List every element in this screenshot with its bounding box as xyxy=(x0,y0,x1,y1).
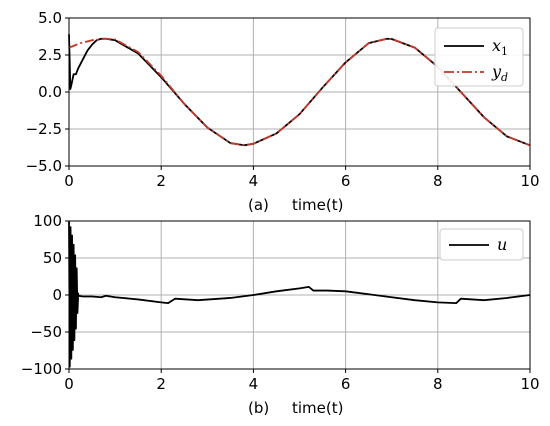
y-tick-label: 5.0 xyxy=(38,9,62,27)
x-tick-label: 2 xyxy=(156,375,166,393)
x-tick-label: 0 xyxy=(64,172,74,190)
panel-a-xlabel: time(t) xyxy=(292,196,343,214)
x-tick-label: 6 xyxy=(341,375,351,393)
panel-a-caption-tag: (a) xyxy=(248,196,269,214)
y-tick-label: −2.5 xyxy=(26,120,62,138)
y-tick-label: 50 xyxy=(43,249,62,267)
y-tick-label: 0 xyxy=(52,286,62,304)
panel-a: 0 2 4 6 8 10 5.0 2.5 0.0 −2.5 −5.0 x1 yd (a) time(… xyxy=(26,9,540,214)
x-tick-label: 8 xyxy=(433,375,443,393)
x-tick-label: 10 xyxy=(520,172,539,190)
legend-box xyxy=(434,27,524,87)
y-tick-label: −100 xyxy=(21,360,62,378)
panel-b-caption-tag: (b) xyxy=(248,399,269,417)
panel-a-legend: x1 yd xyxy=(434,27,524,87)
panel-b-legend: u xyxy=(439,228,524,261)
panel-a-frame xyxy=(68,17,531,167)
y-tick-label: −50 xyxy=(30,323,62,341)
x-tick-label: 4 xyxy=(249,172,259,190)
panel-b: 0 2 4 6 8 10 100 50 0 −50 −100 u (b) time(t) xyxy=(21,212,540,417)
x-tick-label: 6 xyxy=(341,172,351,190)
legend-label-yd: yd xyxy=(491,62,508,84)
panel-b-series xyxy=(68,220,531,368)
series-line-u xyxy=(68,220,531,368)
y-tick-label: −5.0 xyxy=(26,157,62,175)
panel-b-ticks: 0 2 4 6 8 10 100 50 0 −50 −100 xyxy=(21,212,540,393)
y-tick-label: 2.5 xyxy=(38,46,62,64)
panel-b-xlabel: time(t) xyxy=(292,399,343,417)
x-tick-label: 8 xyxy=(433,172,443,190)
legend-label-u: u xyxy=(497,235,507,254)
y-tick-label: 100 xyxy=(33,212,62,230)
panel-a-ticks: 0 2 4 6 8 10 5.0 2.5 0.0 −2.5 −5.0 xyxy=(26,9,540,190)
y-tick-label: 0.0 xyxy=(38,83,62,101)
panel-b-frame xyxy=(68,220,531,370)
legend-label-x1: x1 xyxy=(492,36,508,58)
x-tick-label: 4 xyxy=(249,375,259,393)
x-tick-label: 10 xyxy=(520,375,539,393)
x-tick-label: 2 xyxy=(156,172,166,190)
x-tick-label: 0 xyxy=(64,375,74,393)
